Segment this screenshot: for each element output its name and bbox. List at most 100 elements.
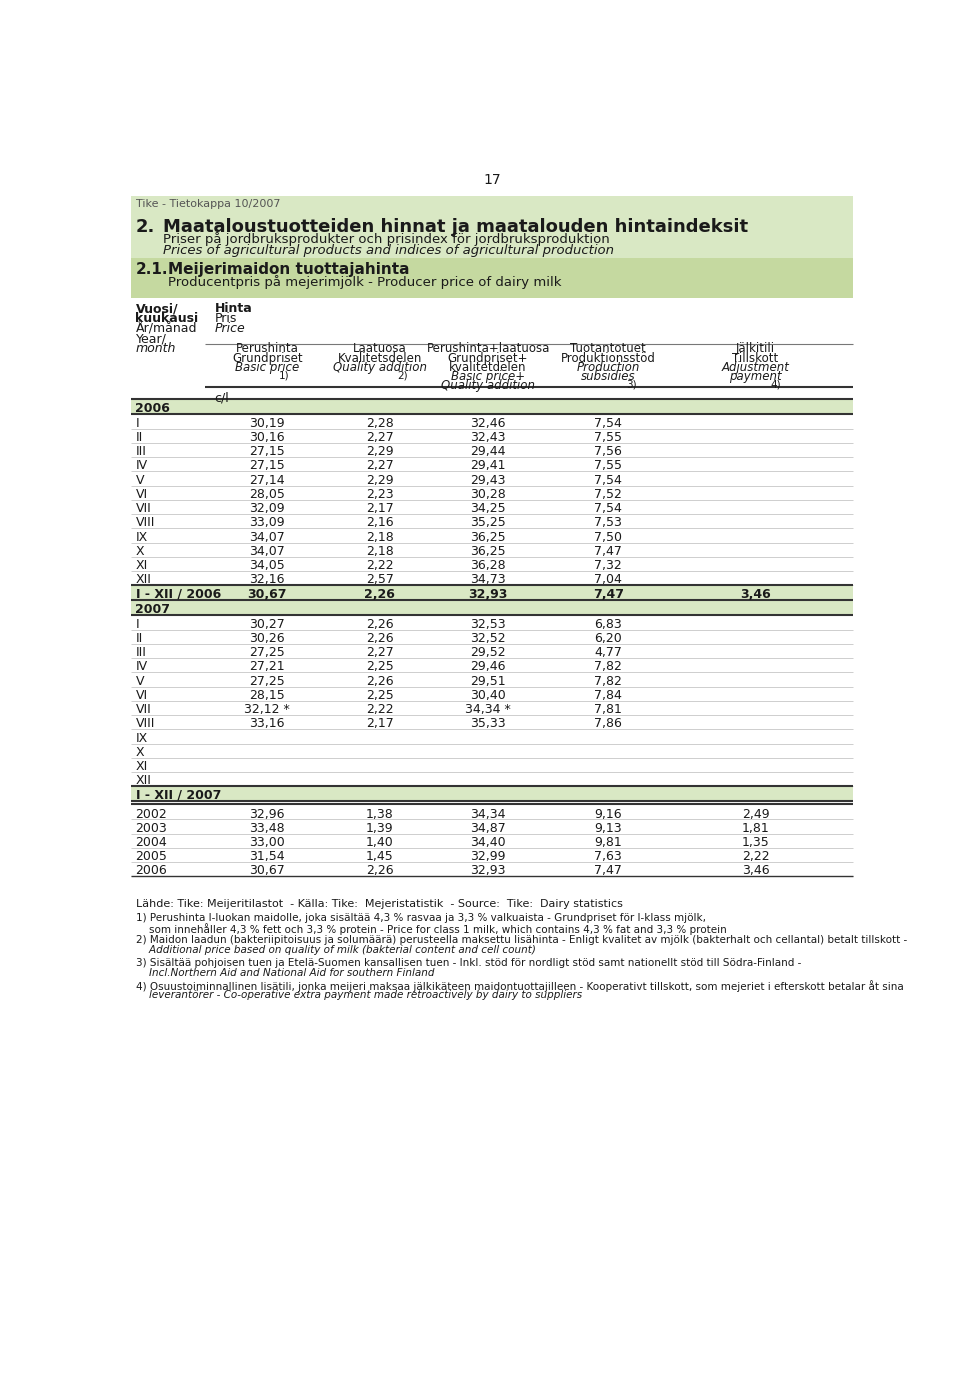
Text: 32,93: 32,93 bbox=[468, 588, 508, 601]
Text: X: X bbox=[135, 545, 144, 557]
Text: 2,49: 2,49 bbox=[742, 807, 769, 820]
Text: Producentpris på mejerimjölk - Producer price of dairy milk: Producentpris på mejerimjölk - Producer … bbox=[168, 275, 562, 289]
Bar bbox=[131, 398, 853, 414]
Text: 36,25: 36,25 bbox=[470, 531, 506, 543]
Text: 2,26: 2,26 bbox=[366, 675, 394, 687]
Text: 2,18: 2,18 bbox=[366, 531, 394, 543]
Text: 32,96: 32,96 bbox=[250, 807, 285, 820]
Text: I: I bbox=[135, 416, 139, 430]
Text: III: III bbox=[135, 647, 146, 659]
Text: IV: IV bbox=[135, 460, 148, 472]
Text: 35,25: 35,25 bbox=[470, 517, 506, 529]
Text: 32,99: 32,99 bbox=[470, 851, 506, 863]
Text: 2,29: 2,29 bbox=[366, 474, 394, 486]
Text: 4) Osuustoiminnallinen lisätili, jonka meijeri maksaa jälkikäteen maidontuottaji: 4) Osuustoiminnallinen lisätili, jonka m… bbox=[135, 979, 903, 992]
Text: 2004: 2004 bbox=[135, 835, 167, 849]
Text: Tike - Tietokappa 10/2007: Tike - Tietokappa 10/2007 bbox=[135, 200, 280, 210]
Text: 33,48: 33,48 bbox=[250, 821, 285, 835]
Text: 9,81: 9,81 bbox=[594, 835, 622, 849]
Text: Basic price+: Basic price+ bbox=[451, 370, 525, 383]
Text: 36,28: 36,28 bbox=[470, 559, 506, 573]
Text: 34,40: 34,40 bbox=[470, 835, 506, 849]
Text: 3,46: 3,46 bbox=[740, 588, 771, 601]
Text: Prices of agricultural products and indices of agricultural production: Prices of agricultural products and indi… bbox=[163, 244, 614, 257]
Text: 2006: 2006 bbox=[135, 865, 167, 877]
Text: VI: VI bbox=[135, 689, 148, 701]
Text: 29,43: 29,43 bbox=[470, 474, 506, 486]
Text: 2) Maidon laadun (bakteriipitoisuus ja solumäärä) perusteella maksettu lisähinta: 2) Maidon laadun (bakteriipitoisuus ja s… bbox=[135, 936, 907, 946]
Text: Year/: Year/ bbox=[135, 332, 166, 345]
Bar bbox=[131, 599, 853, 615]
Text: 33,09: 33,09 bbox=[250, 517, 285, 529]
Text: XI: XI bbox=[135, 559, 148, 573]
Text: 29,51: 29,51 bbox=[470, 675, 506, 687]
Text: 2,28: 2,28 bbox=[366, 416, 394, 430]
Text: 2,23: 2,23 bbox=[366, 488, 394, 502]
Text: Incl.Northern Aid and National Aid for southern Finland: Incl.Northern Aid and National Aid for s… bbox=[135, 968, 434, 978]
Text: 32,12 *: 32,12 * bbox=[245, 703, 290, 717]
Text: XI: XI bbox=[135, 760, 148, 773]
Text: 9,13: 9,13 bbox=[594, 821, 622, 835]
Text: Vuosi/: Vuosi/ bbox=[135, 302, 179, 316]
Text: 7,50: 7,50 bbox=[594, 531, 622, 543]
Text: 2,22: 2,22 bbox=[366, 559, 394, 573]
Text: 34,73: 34,73 bbox=[470, 573, 506, 587]
Text: 31,54: 31,54 bbox=[250, 851, 285, 863]
Text: 9,16: 9,16 bbox=[594, 807, 622, 820]
Text: 2,25: 2,25 bbox=[366, 689, 394, 701]
Text: 2,26: 2,26 bbox=[366, 865, 394, 877]
Text: Adjustment: Adjustment bbox=[722, 360, 789, 374]
Text: 4): 4) bbox=[770, 380, 781, 390]
Text: 30,19: 30,19 bbox=[250, 416, 285, 430]
Bar bbox=[131, 257, 853, 298]
Text: 34,07: 34,07 bbox=[250, 531, 285, 543]
Text: 27,25: 27,25 bbox=[250, 675, 285, 687]
Text: 27,21: 27,21 bbox=[250, 661, 285, 673]
Text: 17: 17 bbox=[483, 173, 501, 187]
Text: 32,43: 32,43 bbox=[470, 432, 506, 444]
Text: Lähde: Tike: Meijeritilastot  - Källa: Tike:  Mejeristatistik  - Source:  Tike: : Lähde: Tike: Meijeritilastot - Källa: Ti… bbox=[135, 900, 622, 909]
Text: month: month bbox=[135, 342, 176, 355]
Bar bbox=[131, 196, 853, 214]
Text: 7,47: 7,47 bbox=[594, 865, 622, 877]
Text: II: II bbox=[135, 432, 143, 444]
Text: 2,22: 2,22 bbox=[742, 851, 769, 863]
Text: 2): 2) bbox=[397, 370, 408, 380]
Text: 34,34 *: 34,34 * bbox=[466, 703, 511, 717]
Text: Kvalitetsdelen: Kvalitetsdelen bbox=[337, 352, 421, 365]
Text: 1,39: 1,39 bbox=[366, 821, 394, 835]
Text: 2,29: 2,29 bbox=[366, 446, 394, 458]
Text: 7,54: 7,54 bbox=[594, 474, 622, 486]
Text: Jälkitili: Jälkitili bbox=[736, 342, 775, 355]
Text: 1,45: 1,45 bbox=[366, 851, 394, 863]
Text: Laatuosa: Laatuosa bbox=[352, 342, 406, 355]
Bar bbox=[131, 785, 853, 800]
Text: Additional price based on quality of milk (bakterial content and cell count): Additional price based on quality of mil… bbox=[135, 946, 536, 956]
Text: 27,15: 27,15 bbox=[250, 446, 285, 458]
Text: VIII: VIII bbox=[135, 718, 155, 731]
Text: XII: XII bbox=[135, 573, 152, 587]
Text: payment: payment bbox=[730, 370, 781, 383]
Text: XII: XII bbox=[135, 774, 152, 788]
Text: som innehåller 4,3 % fett och 3,3 % protein - Price for class 1 milk, which cont: som innehåller 4,3 % fett och 3,3 % prot… bbox=[135, 923, 727, 935]
Text: 2,25: 2,25 bbox=[366, 661, 394, 673]
Text: Maataloustuotteiden hinnat ja maatalouden hintaindeksit: Maataloustuotteiden hinnat ja maataloude… bbox=[163, 218, 749, 236]
Text: IV: IV bbox=[135, 661, 148, 673]
Text: 7,32: 7,32 bbox=[594, 559, 622, 573]
Text: 2,27: 2,27 bbox=[366, 432, 394, 444]
Text: Tuotantotuet: Tuotantotuet bbox=[570, 342, 646, 355]
Text: 7,86: 7,86 bbox=[594, 718, 622, 731]
Bar bbox=[131, 214, 853, 298]
Text: 2,18: 2,18 bbox=[366, 545, 394, 557]
Text: IX: IX bbox=[135, 732, 148, 745]
Text: Perushinta+laatuosa: Perushinta+laatuosa bbox=[426, 342, 550, 355]
Text: kvalitetdelen: kvalitetdelen bbox=[449, 360, 527, 374]
Text: 27,14: 27,14 bbox=[250, 474, 285, 486]
Text: 7,04: 7,04 bbox=[594, 573, 622, 587]
Text: IX: IX bbox=[135, 531, 148, 543]
Text: 35,33: 35,33 bbox=[470, 718, 506, 731]
Text: 29,44: 29,44 bbox=[470, 446, 506, 458]
Text: Basic price: Basic price bbox=[235, 360, 300, 374]
Text: 28,15: 28,15 bbox=[250, 689, 285, 701]
Text: 34,87: 34,87 bbox=[470, 821, 506, 835]
